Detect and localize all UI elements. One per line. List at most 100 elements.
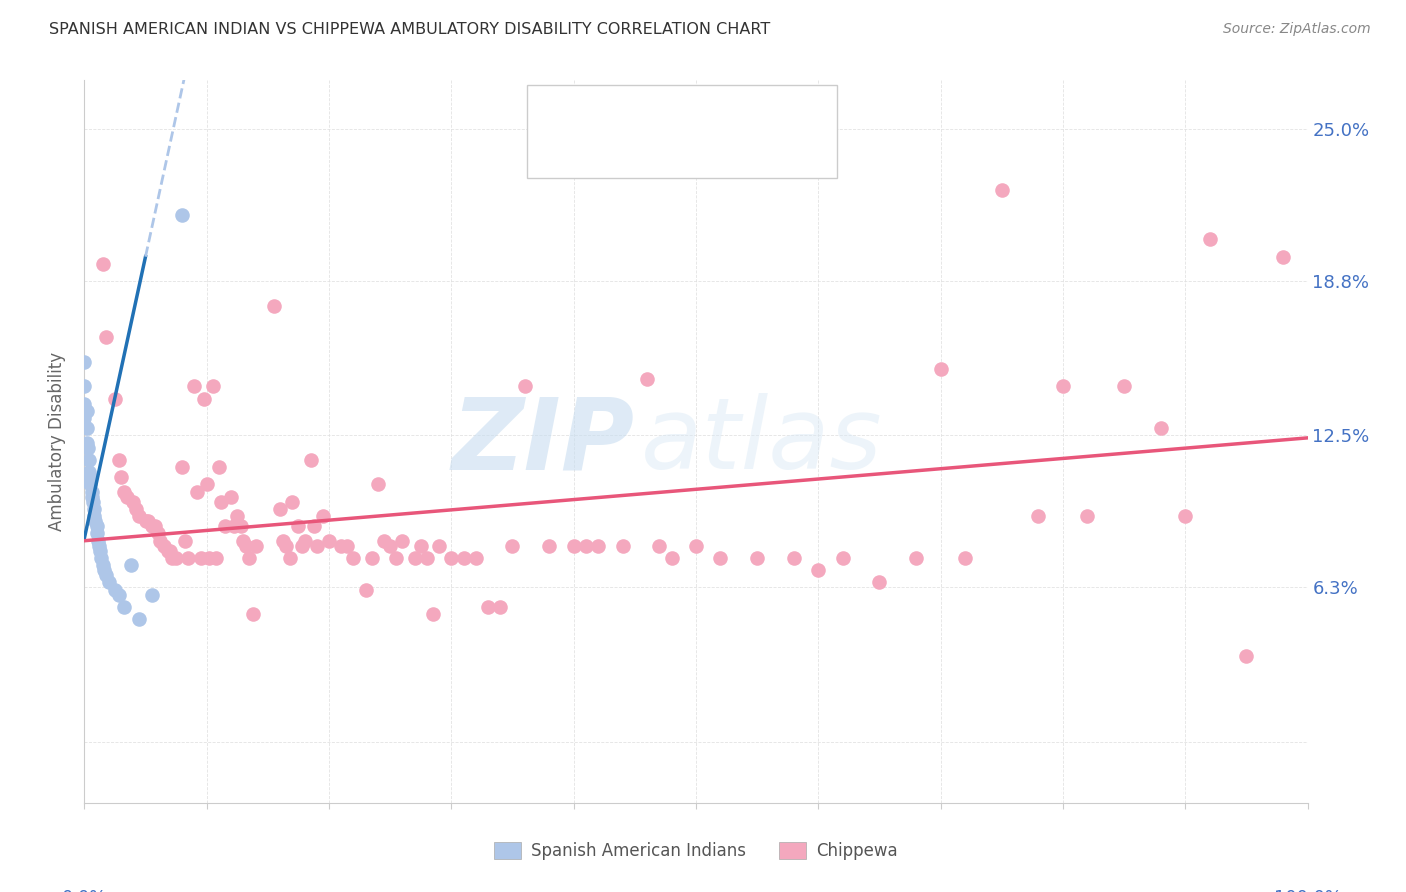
Point [222, 519, 245, 533]
Legend: Spanish American Indians, Chippewa: Spanish American Indians, Chippewa [488, 835, 904, 867]
Y-axis label: Ambulatory Disability: Ambulatory Disability [48, 352, 66, 531]
Point [409, 539, 432, 553]
Point [146, 526, 169, 541]
Point [112, 484, 135, 499]
Point [198, 550, 221, 565]
Point [104, 582, 127, 597]
Point [73, 355, 96, 369]
Text: R = 0.249   N = 104: R = 0.249 N = 104 [591, 136, 804, 155]
Point [104, 392, 127, 406]
Point [489, 599, 512, 614]
Point [1052, 379, 1074, 393]
Point [586, 539, 609, 553]
Point [276, 539, 298, 553]
Point [172, 208, 194, 222]
Point [193, 392, 215, 406]
Point [83, 502, 105, 516]
Point [120, 558, 142, 573]
Point [208, 460, 231, 475]
Point [73, 411, 96, 425]
Point [318, 533, 340, 548]
Point [299, 453, 322, 467]
Point [91, 257, 114, 271]
Point [93, 563, 115, 577]
Point [153, 539, 176, 553]
Point [263, 299, 285, 313]
Point [271, 533, 294, 548]
Point [96, 330, 118, 344]
Text: atlas: atlas [641, 393, 883, 490]
Point [312, 509, 335, 524]
Point [73, 379, 96, 393]
Point [82, 494, 104, 508]
Point [136, 514, 159, 528]
Point [953, 550, 976, 565]
Point [336, 539, 359, 553]
Point [226, 509, 249, 524]
Point [416, 550, 439, 565]
Point [173, 533, 195, 548]
Point [115, 490, 138, 504]
Point [77, 465, 100, 479]
Point [110, 470, 132, 484]
Point [149, 533, 172, 548]
Point [991, 184, 1014, 198]
Point [238, 550, 260, 565]
Point [76, 421, 98, 435]
Point [1150, 421, 1173, 435]
Point [80, 490, 103, 504]
Point [1272, 250, 1295, 264]
Point [84, 514, 107, 528]
Point [128, 612, 150, 626]
Point [76, 404, 98, 418]
Point [80, 484, 103, 499]
Point [294, 533, 316, 548]
Point [232, 533, 254, 548]
Point [453, 550, 475, 565]
Point [278, 550, 301, 565]
Point [195, 477, 218, 491]
Point [83, 509, 105, 524]
Text: Source: ZipAtlas.com: Source: ZipAtlas.com [1223, 22, 1371, 37]
Point [538, 539, 561, 553]
Point [562, 539, 585, 553]
Point [612, 539, 634, 553]
Point [1114, 379, 1136, 393]
Point [575, 539, 598, 553]
Point [128, 509, 150, 524]
Point [281, 494, 304, 508]
Point [90, 550, 112, 565]
Text: R = 0.538   N =  35: R = 0.538 N = 35 [591, 103, 804, 122]
Point [79, 470, 101, 484]
Point [165, 550, 187, 565]
Point [783, 550, 806, 565]
Point [201, 379, 224, 393]
Point [385, 550, 408, 565]
Point [156, 543, 179, 558]
Point [76, 435, 98, 450]
Point [330, 539, 353, 553]
Point [464, 550, 486, 565]
Point [1198, 232, 1220, 246]
Point [143, 519, 166, 533]
Point [1236, 648, 1258, 663]
Point [205, 550, 228, 565]
Point [89, 543, 111, 558]
Point [107, 588, 129, 602]
Point [77, 453, 100, 467]
Point [685, 539, 707, 553]
Point [183, 379, 205, 393]
Point [905, 550, 928, 565]
Point [73, 396, 96, 410]
Point [1028, 509, 1050, 524]
Point [190, 550, 212, 565]
Point [77, 441, 100, 455]
Point [502, 539, 524, 553]
Point [87, 539, 110, 553]
Point [661, 550, 683, 565]
Point [172, 460, 194, 475]
Point [135, 514, 157, 528]
Point [245, 539, 267, 553]
Point [214, 519, 236, 533]
Text: 100.0%: 100.0% [1274, 888, 1341, 892]
